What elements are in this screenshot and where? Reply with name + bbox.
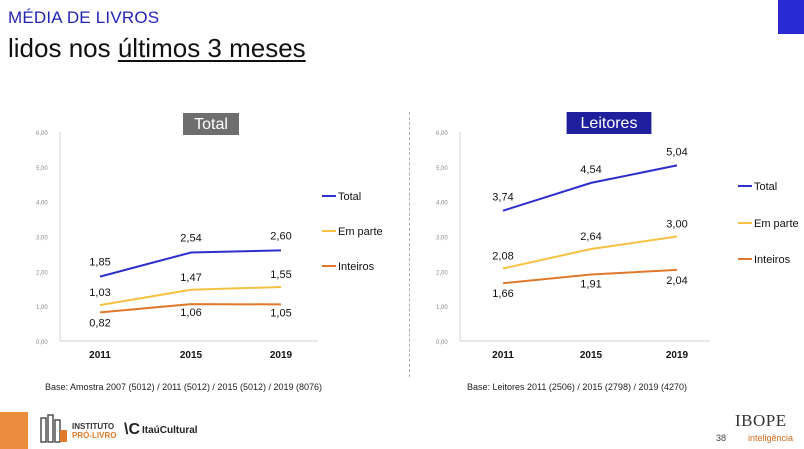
legend-label: Inteiros: [754, 254, 791, 266]
series-line-total: [502, 164, 678, 212]
series-line-inteiros: [99, 303, 282, 314]
y-tick-label: 1,00: [436, 305, 448, 311]
y-tick-label: 5,00: [36, 166, 48, 172]
data-label: 3,74: [492, 192, 513, 204]
chart-divider: [409, 112, 410, 377]
data-label: 2,54: [180, 233, 201, 245]
chart-leitores: 0,00 1,00 2,00 3,00 4,00 5,00 6,00 2011 2015 2019…: [436, 112, 799, 361]
x-tick-label: 2015: [580, 350, 603, 361]
y-tick-label: 2,00: [436, 270, 448, 276]
chart-title: Total: [194, 116, 228, 133]
y-tick-label: 4,00: [436, 201, 448, 207]
data-label: 2,64: [580, 231, 601, 243]
kicker-heading: MÉDIA DE LIVROS: [8, 8, 160, 27]
chart-title-background: [566, 112, 652, 134]
series-line-em-parte: [99, 286, 282, 307]
chart-total: 0,00 1,00 2,00 3,00 4,00 5,00 6,00 2011 2015 2019…: [36, 113, 383, 361]
corner-accent-block: [778, 0, 804, 34]
page-title: lidos nos últimos 3 meses: [8, 33, 306, 64]
legend-label: Em parte: [754, 218, 799, 230]
data-label: 5,04: [666, 146, 687, 158]
data-label: 2,04: [666, 275, 687, 287]
legend-label: Em parte: [338, 226, 383, 238]
chart-title-background: [183, 113, 239, 135]
y-tick-label: 3,00: [36, 236, 48, 242]
data-label: 1,03: [89, 287, 110, 299]
institute-logos: INSTITUTO PRÓ-LIVRO \C ItaúCultural: [38, 410, 198, 446]
y-tick-label: 3,00: [436, 236, 448, 242]
base-note-leitores: Base: Leitores 2011 (2506) / 2015 (2798)…: [467, 382, 687, 392]
data-label: 2,60: [270, 230, 291, 242]
data-label: 1,47: [180, 272, 201, 284]
data-label: 4,54: [580, 164, 601, 176]
legend-label: Inteiros: [338, 261, 375, 273]
ibope-subtitle: inteligência: [748, 433, 794, 443]
data-label: 1,05: [270, 307, 291, 319]
y-tick-label: 4,00: [36, 201, 48, 207]
base-note-total: Base: Amostra 2007 (5012) / 2011 (5012) …: [45, 382, 323, 392]
chart-title: Leitores: [581, 115, 638, 132]
page-number: 38: [716, 433, 727, 443]
footer-accent-block: [0, 412, 28, 449]
y-tick-label: 1,00: [36, 305, 48, 311]
data-label: 1,85: [89, 257, 110, 269]
series-line-em-parte: [502, 235, 678, 270]
itau-cultural-text: ItaúCultural: [142, 425, 198, 436]
y-tick-label: 5,00: [436, 166, 448, 172]
x-tick-label: 2011: [89, 350, 111, 361]
x-tick-label: 2019: [270, 350, 293, 361]
legend-label: Total: [754, 181, 777, 193]
data-label: 1,55: [270, 269, 291, 281]
y-tick-label: 0,00: [36, 340, 48, 346]
series-line-total: [99, 249, 282, 278]
ibope-logo: IBOPE: [735, 411, 787, 430]
title-underlined: últimos 3 meses: [117, 33, 306, 63]
data-label: 1,66: [492, 288, 513, 300]
y-tick-label: 0,00: [436, 340, 448, 346]
y-tick-label: 6,00: [36, 131, 48, 137]
data-label: 2,08: [492, 251, 513, 263]
y-tick-label: 6,00: [436, 131, 448, 137]
data-label: 0,82: [89, 317, 110, 329]
y-tick-label: 2,00: [36, 270, 48, 276]
ipl-text-line2: PRÓ-LIVRO: [72, 431, 117, 440]
x-tick-label: 2019: [666, 350, 689, 361]
x-tick-label: 2011: [492, 350, 514, 361]
legend-label: Total: [338, 191, 361, 203]
data-label: 1,91: [580, 278, 601, 290]
itau-cultural-mark-icon: \C: [124, 421, 140, 438]
x-tick-label: 2015: [180, 350, 203, 361]
instituto-pro-livro-logo-icon: [40, 414, 67, 443]
ipl-text-line1: INSTITUTO: [72, 422, 115, 431]
data-label: 3,00: [666, 219, 687, 231]
title-prefix: lidos nos: [8, 33, 118, 63]
data-label: 1,06: [180, 307, 201, 319]
series-line-inteiros: [502, 268, 678, 285]
